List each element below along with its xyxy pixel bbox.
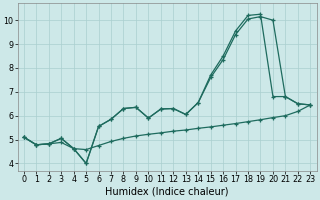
X-axis label: Humidex (Indice chaleur): Humidex (Indice chaleur) [105, 187, 229, 197]
